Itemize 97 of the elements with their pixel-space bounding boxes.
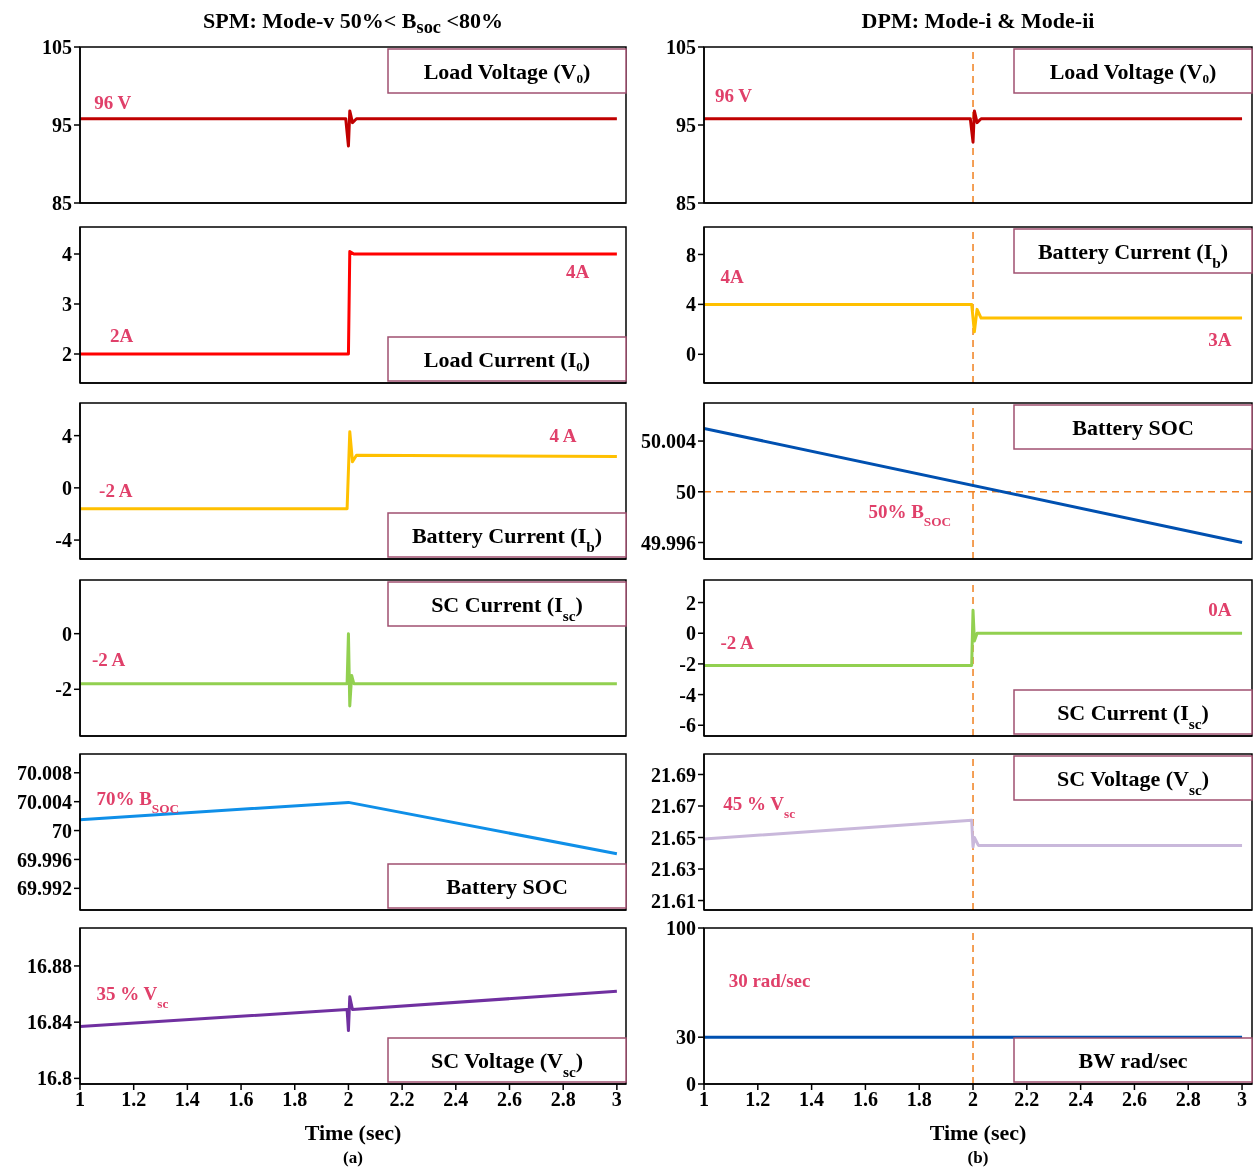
y-tick-label: 4 bbox=[62, 243, 72, 266]
y-tick-label: 69.996 bbox=[17, 848, 72, 871]
x-tick-label: 1.6 bbox=[852, 1088, 878, 1111]
annotation: SC Current (I$_{sc}$) bbox=[431, 592, 583, 624]
y-tick-label: 4 bbox=[62, 424, 72, 447]
y-tick-label: 0 bbox=[686, 343, 696, 366]
y-tick-label: 30 bbox=[676, 1026, 696, 1049]
y-tick-label: 105 bbox=[666, 36, 696, 59]
x-tick-label: 1 bbox=[75, 1088, 85, 1111]
chart-title: SPM: Mode-v 50%< B$_{soc}$ <80% bbox=[201, 8, 505, 39]
annotation: Load Current (I₀) bbox=[423, 347, 591, 372]
y-tick-label: 70 bbox=[52, 819, 72, 842]
x-tick-label: 1.8 bbox=[282, 1088, 308, 1111]
x-tick-label: 2.4 bbox=[443, 1088, 469, 1111]
annotation: 3A bbox=[1208, 328, 1232, 350]
y-tick-label: 49.996 bbox=[641, 531, 696, 554]
annotation: Load Voltage (V₀) bbox=[423, 59, 591, 84]
annotation: 50% B$_{SOC}$ bbox=[868, 501, 952, 529]
annotation: 70% B$_{SOC}$ bbox=[96, 788, 180, 816]
annotation: SC Voltage (V$_{sc}$) bbox=[430, 1048, 584, 1080]
y-tick-label: 100 bbox=[666, 917, 696, 940]
y-tick-label: 21.65 bbox=[651, 826, 696, 849]
y-tick-label: 21.63 bbox=[651, 858, 696, 881]
x-tick-label: 2.6 bbox=[497, 1088, 522, 1111]
annotation: Battery SOC bbox=[1072, 415, 1194, 440]
x-tick-label: 3 bbox=[1237, 1088, 1248, 1111]
annotation: 0A bbox=[1208, 598, 1232, 620]
x-tick-label: 1.4 bbox=[174, 1088, 200, 1111]
y-tick-label: 2 bbox=[62, 343, 72, 366]
annotation: 4A bbox=[720, 266, 744, 288]
y-tick-label: 85 bbox=[52, 192, 72, 215]
y-tick-label: -4 bbox=[679, 683, 696, 706]
y-tick-label: 0 bbox=[62, 622, 72, 645]
chart-title: DPM: Mode-i & Mode-ii bbox=[860, 8, 1096, 34]
annotation: Battery Current (I$_{b}$) bbox=[411, 523, 603, 555]
annotation: -2 A bbox=[92, 648, 126, 670]
annotation: 30 rad/sec bbox=[728, 970, 811, 992]
y-tick-label: 70.004 bbox=[17, 790, 72, 813]
x-tick-label: 2.8 bbox=[1175, 1088, 1201, 1111]
annotation: 45 % V$_{sc}$ bbox=[723, 793, 796, 821]
annotation: 35 % V$_{sc}$ bbox=[96, 982, 169, 1011]
x-tick-label: 1.2 bbox=[745, 1088, 771, 1111]
x-axis-title: Time (sec) bbox=[928, 1120, 1028, 1146]
y-tick-label: -2 bbox=[679, 653, 696, 676]
x-tick-label: 1.4 bbox=[799, 1088, 825, 1111]
annotation: Battery Current (I$_{b}$) bbox=[1037, 239, 1229, 271]
x-tick-label: 3 bbox=[611, 1088, 622, 1111]
x-tick-label: 2 bbox=[343, 1088, 354, 1111]
y-tick-label: 0 bbox=[686, 622, 696, 645]
y-tick-label: 21.67 bbox=[651, 795, 696, 818]
y-tick-label: 0 bbox=[62, 476, 72, 499]
y-tick-label: 50 bbox=[676, 480, 696, 503]
y-tick-label: 0 bbox=[686, 1073, 696, 1096]
annotation: 96 V bbox=[94, 92, 132, 114]
x-tick-label: 2.2 bbox=[1014, 1088, 1040, 1111]
annotation: Load Voltage (V₀) bbox=[1049, 59, 1217, 84]
x-tick-label: 1 bbox=[699, 1088, 709, 1111]
y-tick-label: 16.88 bbox=[27, 955, 72, 978]
annotation: 4 A bbox=[549, 425, 577, 446]
y-tick-label: 95 bbox=[676, 114, 696, 137]
annotation: SC Voltage (V$_{sc}$) bbox=[1056, 766, 1210, 798]
y-tick-label: 3 bbox=[62, 293, 72, 316]
y-tick-label: 95 bbox=[52, 114, 72, 137]
y-tick-label: 105 bbox=[42, 36, 72, 59]
y-tick-label: -6 bbox=[679, 714, 696, 737]
text: (b) bbox=[966, 1148, 990, 1168]
x-tick-label: 2 bbox=[968, 1088, 979, 1111]
x-axis-title: Time (sec) bbox=[303, 1120, 403, 1146]
annotation: 2A bbox=[110, 325, 134, 347]
annotation: BW rad/sec bbox=[1078, 1048, 1188, 1073]
annotation: 96 V bbox=[714, 84, 753, 106]
x-tick-label: 2.6 bbox=[1121, 1088, 1147, 1111]
x-tick-label: 1.8 bbox=[906, 1088, 932, 1111]
x-tick-label: 2.8 bbox=[550, 1088, 576, 1111]
annotation: -2 A bbox=[720, 631, 754, 653]
y-tick-label: 16.84 bbox=[27, 1011, 72, 1034]
annotation: 4A bbox=[565, 261, 590, 283]
annotation: SC Current (I$_{sc}$) bbox=[1057, 700, 1209, 732]
y-tick-label: -2 bbox=[55, 678, 72, 701]
y-tick-label: 21.69 bbox=[651, 763, 696, 786]
y-tick-label: 70.008 bbox=[17, 761, 72, 784]
x-tick-label: 2.4 bbox=[1068, 1088, 1094, 1111]
text: (a) bbox=[342, 1148, 364, 1168]
y-tick-label: 69.992 bbox=[17, 877, 72, 900]
y-tick-label: 85 bbox=[676, 192, 696, 215]
y-tick-label: 4 bbox=[686, 293, 696, 316]
x-tick-label: 1.6 bbox=[228, 1088, 254, 1111]
y-tick-label: 50.004 bbox=[641, 430, 696, 453]
x-tick-label: 2.2 bbox=[389, 1088, 415, 1111]
y-tick-label: -4 bbox=[55, 529, 72, 552]
y-tick-label: 2 bbox=[686, 591, 696, 614]
y-tick-label: 8 bbox=[686, 243, 696, 266]
x-tick-label: 1.2 bbox=[121, 1088, 147, 1111]
y-tick-label: 21.61 bbox=[651, 889, 696, 912]
y-tick-label: 16.8 bbox=[37, 1067, 72, 1090]
annotation: Battery SOC bbox=[446, 874, 568, 899]
annotation: -2 A bbox=[99, 479, 133, 501]
